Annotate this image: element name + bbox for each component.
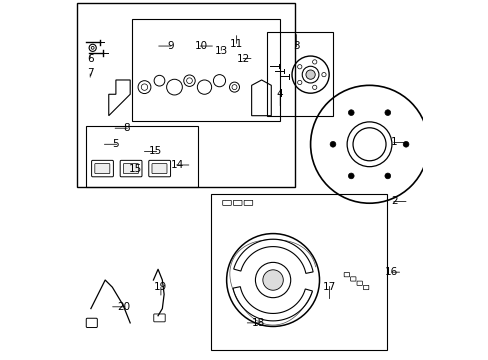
FancyBboxPatch shape: [356, 281, 362, 285]
FancyBboxPatch shape: [222, 201, 231, 205]
Text: 12: 12: [236, 54, 249, 64]
Circle shape: [263, 270, 283, 290]
Bar: [132, 19, 280, 121]
FancyBboxPatch shape: [86, 318, 97, 328]
Text: 1: 1: [390, 138, 397, 148]
Text: 9: 9: [166, 41, 173, 51]
Text: 13: 13: [214, 46, 227, 57]
Bar: [85, 126, 198, 187]
FancyBboxPatch shape: [152, 163, 166, 174]
Text: 20: 20: [117, 302, 130, 312]
Circle shape: [312, 60, 316, 64]
Text: 5: 5: [112, 139, 119, 149]
FancyBboxPatch shape: [233, 201, 242, 205]
Bar: [210, 194, 386, 350]
FancyBboxPatch shape: [120, 160, 142, 177]
Text: 16: 16: [384, 267, 398, 277]
FancyBboxPatch shape: [344, 273, 349, 277]
Text: 11: 11: [229, 39, 243, 49]
Circle shape: [305, 70, 315, 79]
Circle shape: [403, 141, 408, 147]
FancyBboxPatch shape: [148, 160, 170, 177]
FancyBboxPatch shape: [445, 168, 452, 178]
Text: 2: 2: [390, 197, 397, 206]
Bar: [266, 32, 332, 116]
Circle shape: [297, 80, 301, 85]
Circle shape: [347, 173, 353, 179]
FancyBboxPatch shape: [363, 285, 368, 290]
Circle shape: [384, 173, 390, 179]
Text: 7: 7: [87, 68, 93, 78]
FancyBboxPatch shape: [91, 160, 113, 177]
Text: 19: 19: [154, 282, 167, 292]
Text: 10: 10: [194, 41, 207, 51]
Text: 15: 15: [129, 164, 142, 174]
Text: 6: 6: [87, 54, 93, 64]
FancyBboxPatch shape: [244, 201, 252, 205]
FancyBboxPatch shape: [350, 277, 355, 281]
FancyBboxPatch shape: [153, 314, 165, 322]
FancyBboxPatch shape: [123, 163, 138, 174]
Circle shape: [321, 72, 325, 77]
FancyBboxPatch shape: [95, 163, 110, 174]
Text: 15: 15: [149, 147, 162, 157]
Circle shape: [329, 141, 335, 147]
Bar: [77, 3, 294, 187]
Circle shape: [312, 85, 316, 90]
Circle shape: [384, 110, 390, 116]
Text: 18: 18: [252, 318, 265, 328]
Circle shape: [297, 64, 301, 69]
Text: 17: 17: [322, 282, 335, 292]
Text: 8: 8: [123, 123, 130, 133]
Circle shape: [347, 110, 353, 116]
Text: 3: 3: [292, 41, 299, 51]
Text: 4: 4: [276, 89, 283, 99]
Text: 14: 14: [170, 160, 183, 170]
